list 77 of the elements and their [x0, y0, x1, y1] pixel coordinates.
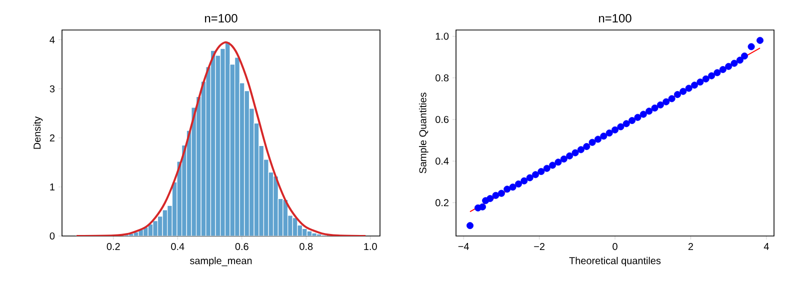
point: [606, 130, 613, 137]
point: [583, 143, 590, 150]
point: [725, 62, 732, 70]
x-tick-label: −2: [534, 243, 544, 250]
y-tick-label: 4: [50, 36, 55, 44]
point: [696, 78, 704, 86]
point: [651, 104, 658, 112]
x-tick-label: 2: [688, 243, 694, 250]
point: [640, 110, 647, 118]
point: [549, 162, 556, 169]
point: [600, 132, 608, 140]
line-series: [75, 41, 367, 236]
y-tick-label: 2: [50, 134, 54, 142]
point: [748, 43, 755, 50]
point: [714, 69, 721, 76]
x-tick-label: 0.2: [106, 243, 120, 250]
point: [486, 195, 494, 202]
y-axis-title: Density: [33, 116, 43, 149]
point: [617, 123, 624, 130]
y-tick-label: 1: [50, 184, 55, 190]
point: [662, 98, 670, 106]
point: [577, 146, 584, 154]
y-tick-label: 0.2: [436, 199, 448, 206]
point: [514, 180, 522, 188]
point: [628, 117, 636, 124]
point: [730, 60, 738, 67]
y-tick-label: 0.6: [436, 116, 449, 124]
point: [526, 174, 534, 182]
point: [674, 91, 681, 98]
y-tick-label: 0.4: [436, 158, 449, 165]
point: [466, 222, 474, 230]
x-tick-label: 0.4: [171, 243, 184, 250]
point: [594, 136, 602, 143]
point: [504, 186, 511, 193]
point: [492, 192, 500, 199]
point: [572, 149, 579, 156]
point: [479, 203, 486, 210]
chart-title: n=100: [205, 14, 238, 22]
point: [566, 152, 574, 160]
x-axis-title: Theoretical quantiles: [569, 256, 661, 266]
point: [691, 82, 698, 89]
point: [532, 171, 540, 178]
x-axis-title: sample_mean: [190, 256, 252, 266]
point: [554, 158, 562, 166]
y-tick-label: 3: [50, 85, 55, 92]
y-tick-label: 0: [50, 232, 55, 240]
point: [656, 101, 664, 108]
point: [685, 84, 692, 92]
chart-title: n=100: [599, 14, 632, 23]
point: [588, 138, 596, 146]
x-tick-label: 1.0: [364, 243, 377, 250]
point: [612, 126, 619, 134]
point: [538, 168, 545, 175]
point: [646, 108, 653, 115]
x-tick-label: 0.8: [300, 243, 313, 250]
point: [634, 114, 642, 121]
point: [622, 120, 630, 128]
x-tick-label: −4: [458, 243, 469, 250]
point: [520, 177, 528, 184]
y-tick-label: 1.0: [436, 32, 449, 40]
y-tick-label: 0.8: [436, 74, 449, 82]
x-tick-label: 0.6: [235, 243, 248, 250]
point: [702, 75, 710, 82]
point: [498, 190, 505, 197]
x-tick-label: 0: [612, 243, 618, 250]
point: [756, 36, 764, 44]
point: [509, 184, 516, 191]
point: [736, 56, 744, 64]
point: [740, 52, 748, 60]
y-axis-title: Sample Quantities: [419, 92, 428, 174]
point: [543, 164, 550, 172]
x-tick-label: 4: [764, 243, 769, 250]
point: [668, 95, 676, 102]
point: [680, 88, 687, 95]
point: [719, 66, 726, 74]
point: [708, 72, 716, 80]
point: [560, 156, 568, 163]
